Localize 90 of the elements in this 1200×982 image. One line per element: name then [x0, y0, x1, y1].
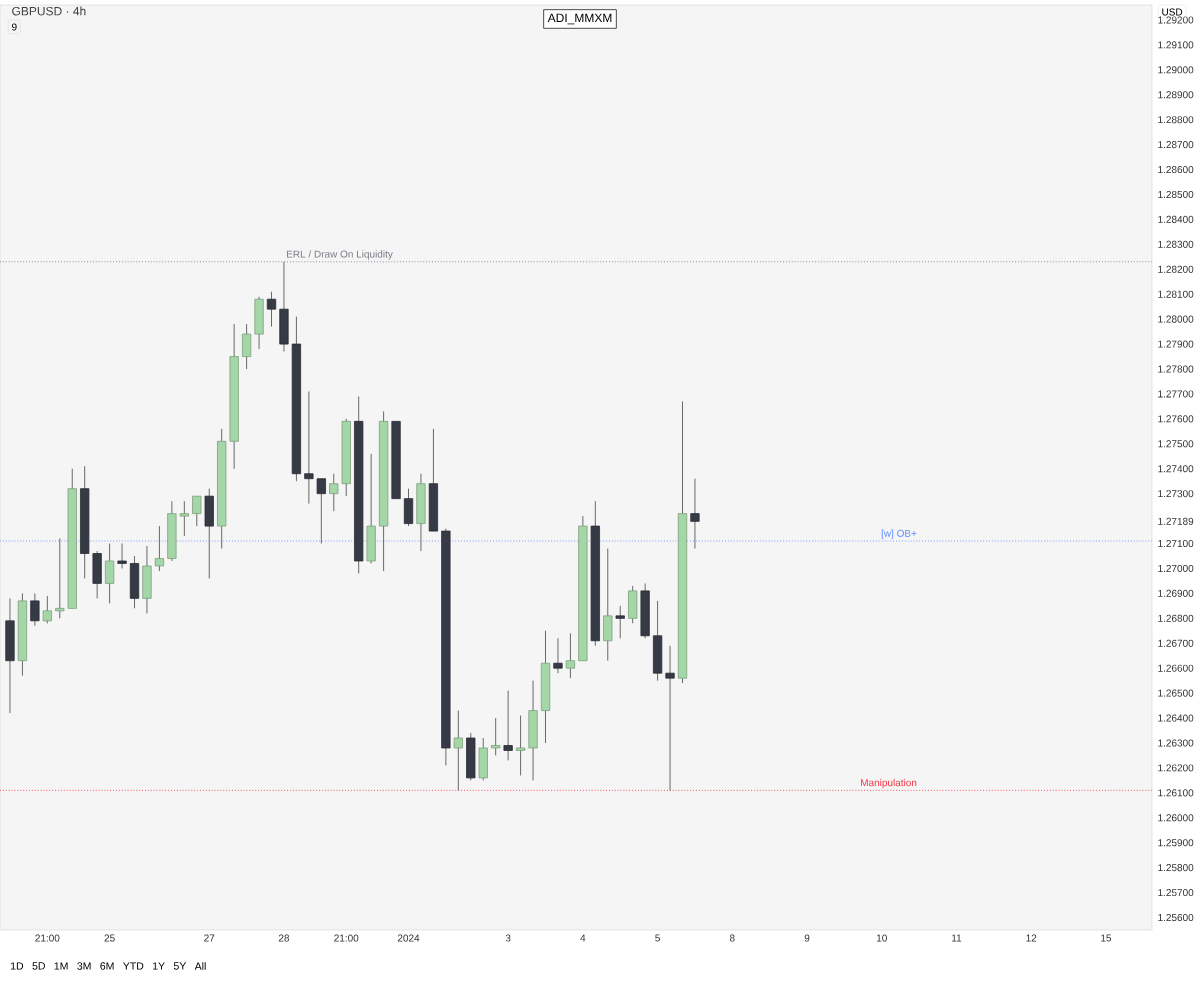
x-tick-label: 4 [580, 934, 586, 942]
candlestick [615, 605, 625, 639]
x-tick-label: 3 [505, 934, 511, 942]
text: 5Y [173, 962, 187, 970]
x-tick-label: 21:00 [334, 934, 359, 942]
y-tick-label: 1.26600 [1158, 664, 1194, 672]
x-tick-label: 2024 [397, 934, 420, 942]
candlestick [104, 543, 115, 604]
annotation: ERL / Draw On Liquidity [286, 250, 393, 260]
candlestick [515, 715, 526, 776]
x-tick-label: 5 [655, 934, 660, 942]
text: 3M [77, 962, 91, 970]
candlestick [266, 291, 277, 328]
candlestick [553, 637, 563, 674]
y-tick-label: 1.28400 [1158, 215, 1194, 223]
y-tick-label: 1.28100 [1158, 290, 1194, 298]
y-tick-label: 1.27900 [1158, 340, 1194, 348]
y-tick-label: 1.27000 [1158, 564, 1194, 572]
text: 6M [100, 962, 114, 970]
candlestick [491, 717, 501, 756]
candlestick [154, 525, 165, 572]
x-tick-label: 8 [729, 934, 735, 942]
y-tick-label: 1.26900 [1158, 589, 1194, 597]
candlestick [55, 538, 65, 619]
x-tick-label: 9 [804, 934, 810, 942]
y-tick-label: 1.26400 [1158, 714, 1194, 722]
y-tick-label: 1.28200 [1158, 265, 1194, 273]
annotation: Manipulation [861, 778, 917, 789]
y-tick-label: 1.27500 [1158, 440, 1194, 448]
y-tick-label: 1.26700 [1158, 639, 1194, 647]
y-tick-label: 1.29200 [1158, 16, 1194, 24]
text: 1Y [153, 962, 165, 970]
text: YTD [123, 962, 144, 970]
candlestick [453, 710, 463, 791]
x-tick-label: 11 [952, 934, 962, 942]
text: 1M [54, 962, 68, 970]
candlestick [42, 595, 52, 624]
y-tick-label: 1.28500 [1158, 190, 1194, 199]
y-tick-label: 1.27189 [1158, 517, 1194, 525]
text: USD [1162, 8, 1183, 16]
y-tick-label: 1.27100 [1158, 539, 1194, 548]
candlestick [241, 323, 252, 370]
x-tick-label: 15 [1101, 934, 1112, 942]
y-tick-label: 1.26800 [1158, 614, 1194, 622]
y-tick-label: 1.25700 [1158, 889, 1194, 897]
y-tick-label: 1.27600 [1158, 415, 1194, 423]
x-tick-label: 25 [104, 934, 115, 942]
y-tick-label: 1.26300 [1158, 739, 1194, 747]
candlestick [117, 543, 127, 569]
candlestick [316, 478, 326, 544]
candlestick [30, 592, 40, 627]
candlestick [565, 632, 576, 679]
candlestick [665, 645, 675, 791]
x-tick-label: 27 [204, 934, 215, 942]
text: 1D [11, 962, 24, 970]
y-tick-label: 1.27300 [1158, 490, 1194, 498]
annotation: 9 [12, 23, 17, 31]
y-tick-label: 1.25600 [1158, 913, 1194, 922]
x-tick-label: 12 [1026, 934, 1037, 942]
candlestick [503, 690, 513, 761]
annotation: [w] OB+ [881, 529, 917, 539]
y-tick-label: 1.28900 [1158, 91, 1194, 99]
y-tick-label: 1.28300 [1158, 240, 1194, 248]
y-tick-label: 1.26000 [1158, 814, 1194, 822]
candlestick [304, 390, 314, 505]
y-tick-label: 1.27800 [1158, 365, 1194, 373]
y-tick-label: 1.29000 [1158, 66, 1194, 74]
y-tick-label: 1.28000 [1158, 315, 1194, 323]
y-tick-label: 1.29100 [1158, 41, 1194, 49]
y-tick-label: 1.26500 [1158, 689, 1194, 697]
x-tick-label: 28 [278, 934, 290, 942]
candlestick [192, 495, 202, 527]
y-tick-label: 1.28600 [1158, 166, 1194, 174]
chart-title: GBPUSD · 4h [12, 6, 86, 16]
y-tick-label: 1.28800 [1158, 116, 1194, 124]
x-tick-label: 21:00 [35, 934, 60, 942]
candlestick [179, 500, 189, 537]
candlestick [329, 473, 339, 512]
y-tick-label: 1.25800 [1158, 864, 1194, 872]
y-tick-label: 1.27400 [1158, 465, 1194, 473]
y-tick-label: 1.26200 [1158, 764, 1194, 772]
x-tick-label: 10 [876, 934, 887, 942]
y-tick-label: 1.26100 [1158, 789, 1194, 797]
y-tick-label: 1.25900 [1158, 839, 1194, 847]
y-tick-label: 1.28700 [1158, 141, 1194, 149]
text: 5D [32, 962, 45, 970]
text: ADI_MMXM [547, 13, 612, 25]
text: All [194, 962, 206, 970]
y-tick-label: 1.27700 [1158, 390, 1194, 398]
candlestick [690, 478, 700, 549]
